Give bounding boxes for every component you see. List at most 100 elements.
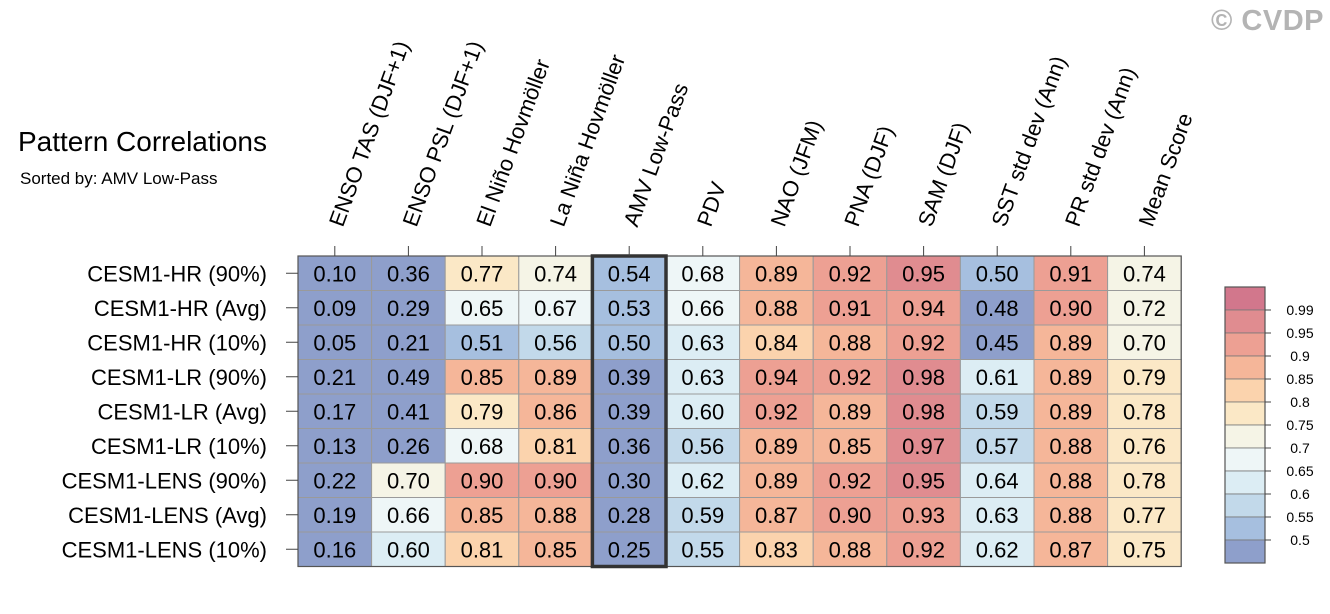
- cell-value: 0.92: [829, 261, 872, 286]
- cell-value: 0.88: [534, 503, 577, 528]
- heatmap-cell: [665, 290, 741, 326]
- cell-value: 0.79: [1123, 365, 1166, 390]
- cell-value: 0.54: [608, 261, 651, 286]
- cell-value: 0.57: [976, 434, 1019, 459]
- cell-value: 0.90: [461, 468, 504, 493]
- heatmap-cell: [444, 324, 520, 360]
- cell-value: 0.36: [608, 434, 651, 459]
- cell-value: 0.92: [829, 468, 872, 493]
- cell-value: 0.90: [534, 468, 577, 493]
- colorbar-segment: [1224, 470, 1266, 495]
- cell-value: 0.77: [1123, 503, 1166, 528]
- colorbar-label: 0.6: [1290, 486, 1310, 502]
- heatmap-cell: [886, 324, 961, 360]
- colorbar-label: 0.7: [1290, 440, 1310, 456]
- heatmap-cell: [1107, 393, 1182, 429]
- heatmap-cell: [739, 359, 814, 395]
- cell-value: 0.25: [608, 537, 651, 562]
- heatmap-cell: [1033, 428, 1109, 464]
- cell-value: 0.48: [976, 296, 1019, 321]
- cell-value: 0.88: [1049, 503, 1092, 528]
- colorbar-segment: [1224, 424, 1266, 449]
- cell-value: 0.85: [461, 365, 504, 390]
- heatmap-cell: [518, 462, 593, 498]
- heatmap-cell: [959, 462, 1035, 498]
- cell-value: 0.90: [1049, 296, 1092, 321]
- colorbar-segment: [1224, 516, 1266, 541]
- heatmap-cell: [959, 497, 1035, 533]
- cell-value: 0.26: [387, 434, 430, 459]
- heatmap-cell: [591, 393, 667, 429]
- row-label: CESM1-HR (90%): [87, 261, 267, 286]
- heatmap-cell: [959, 393, 1035, 429]
- colorbar-label: 0.55: [1286, 509, 1313, 525]
- cell-value: 0.55: [681, 537, 724, 562]
- colorbar-segment: [1224, 286, 1266, 311]
- heatmap-cell: [518, 531, 593, 567]
- cell-value: 0.66: [681, 296, 724, 321]
- colorbar-segment: [1224, 355, 1266, 380]
- heatmap-cell: [665, 359, 741, 395]
- cell-value: 0.45: [976, 330, 1019, 355]
- cell-value: 0.76: [1123, 434, 1166, 459]
- cell-value: 0.92: [902, 330, 945, 355]
- cell-value: 0.81: [461, 537, 504, 562]
- cell-value: 0.65: [461, 296, 504, 321]
- chart-title: Pattern Correlations: [18, 126, 268, 157]
- cell-value: 0.39: [608, 365, 651, 390]
- cell-value: 0.87: [755, 503, 798, 528]
- heatmap-cell: [812, 428, 888, 464]
- heatmap-cell: [518, 497, 593, 533]
- cell-value: 0.98: [902, 399, 945, 424]
- column-label: NAO (JFM): [766, 117, 828, 230]
- heatmap-cell: [591, 428, 667, 464]
- column-label: ENSO PSL (DJF+1): [398, 38, 488, 230]
- row-label: CESM1-LR (Avg): [97, 399, 267, 424]
- cell-value: 0.89: [755, 261, 798, 286]
- heatmap-cell: [591, 497, 667, 533]
- cell-value: 0.50: [608, 330, 651, 355]
- cell-value: 0.51: [461, 330, 504, 355]
- colorbar-label: 0.85: [1286, 371, 1313, 387]
- cell-value: 0.89: [755, 468, 798, 493]
- cell-value: 0.21: [313, 365, 356, 390]
- cell-value: 0.64: [976, 468, 1019, 493]
- cell-value: 0.28: [608, 503, 651, 528]
- cell-value: 0.92: [829, 365, 872, 390]
- heatmap-cell: [1107, 531, 1182, 567]
- heatmap-cell: [297, 531, 373, 567]
- cell-value: 0.39: [608, 399, 651, 424]
- heatmap-cell: [1107, 324, 1182, 360]
- cell-value: 0.88: [1049, 434, 1092, 459]
- chart-subtitle: Sorted by: AMV Low-Pass: [20, 169, 218, 188]
- column-label: PR std dev (Ann): [1060, 64, 1141, 230]
- cell-value: 0.89: [1049, 365, 1092, 390]
- column-label: SAM (DJF): [913, 119, 974, 230]
- cell-value: 0.10: [313, 261, 356, 286]
- heatmap-cell: [1033, 255, 1109, 291]
- cell-value: 0.56: [534, 330, 577, 355]
- cell-value: 0.63: [976, 503, 1019, 528]
- heatmap-cell: [371, 359, 446, 395]
- cell-value: 0.91: [829, 296, 872, 321]
- cell-value: 0.59: [681, 503, 724, 528]
- cell-value: 0.78: [1123, 399, 1166, 424]
- heatmap-cell: [518, 324, 593, 360]
- cell-value: 0.30: [608, 468, 651, 493]
- heatmap-cell: [444, 359, 520, 395]
- cell-value: 0.68: [461, 434, 504, 459]
- cell-value: 0.81: [534, 434, 577, 459]
- cell-value: 0.94: [902, 296, 945, 321]
- row-label: CESM1-LR (90%): [91, 365, 267, 390]
- colorbar-segment: [1224, 447, 1266, 472]
- heatmap-cell: [812, 393, 888, 429]
- cell-value: 0.72: [1123, 296, 1166, 321]
- cell-value: 0.89: [829, 399, 872, 424]
- heatmap-cell: [1107, 255, 1182, 291]
- cell-value: 0.94: [755, 365, 798, 390]
- cell-value: 0.19: [313, 503, 356, 528]
- cell-value: 0.74: [534, 261, 577, 286]
- heatmap-cell: [297, 393, 373, 429]
- cell-value: 0.49: [387, 365, 430, 390]
- cell-value: 0.29: [387, 296, 430, 321]
